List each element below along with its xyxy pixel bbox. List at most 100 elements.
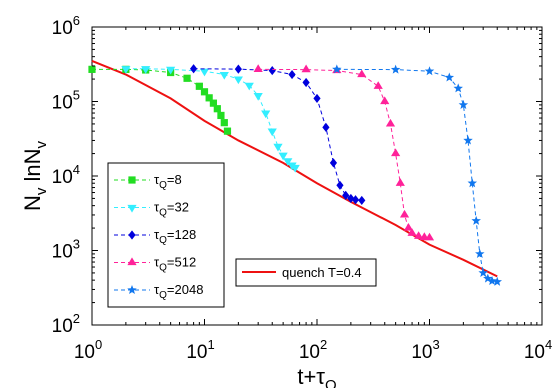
series-0-point <box>205 94 213 102</box>
series-3-point <box>301 64 311 73</box>
legend-marker-3 <box>127 257 137 266</box>
tick-layer: 100 101 102 103 104 102 103 104 105 106 <box>52 13 553 363</box>
legend-marker-4 <box>127 285 137 295</box>
series-2-point <box>336 180 344 190</box>
series-1-point <box>141 66 151 74</box>
series-2-point <box>234 64 242 74</box>
legend-label-5: quench T=0.4 <box>282 265 362 280</box>
series-3-point <box>373 81 383 89</box>
x-tick-label-0: 100 <box>74 337 102 363</box>
series-3-point <box>407 228 417 236</box>
y-tick-label-4: 106 <box>52 13 80 39</box>
legend-marker-0 <box>128 176 136 184</box>
series-2-point <box>351 195 360 205</box>
series-3-point <box>413 231 424 239</box>
x-axis-label: t+τQ <box>297 364 336 388</box>
series-2-point <box>322 122 330 132</box>
series-3-point <box>253 64 263 72</box>
series-1-point <box>199 68 210 77</box>
series-0-point <box>88 65 96 73</box>
series-4-point <box>458 99 469 109</box>
series-0-point <box>217 111 225 120</box>
series-3-point <box>395 178 405 186</box>
y-tick-label-2: 104 <box>52 162 80 188</box>
legend-marker-2 <box>128 230 136 240</box>
series-4-point <box>424 66 435 76</box>
series-3-point <box>424 232 435 241</box>
x-tick-label-2: 102 <box>299 337 327 363</box>
series-3-point <box>403 222 414 231</box>
legend-label-0: τQ=8 <box>154 172 182 191</box>
series-4-point <box>444 72 455 82</box>
x-tick-label-4: 104 <box>524 337 552 363</box>
legend-label-1: τQ=32 <box>154 200 189 219</box>
series-1-point <box>121 66 131 74</box>
legend-label-4: τQ=2048 <box>154 282 203 301</box>
data-layer <box>88 60 502 286</box>
y-tick-label-1: 103 <box>52 237 80 263</box>
series-3-point <box>391 148 401 157</box>
series-5-line <box>91 60 498 278</box>
legend-label-3: τQ=512 <box>154 255 196 274</box>
series-5 <box>91 60 498 278</box>
series-1-point <box>233 76 243 85</box>
x-tick-label-1: 101 <box>186 337 214 363</box>
series-2-point <box>189 64 198 74</box>
series-2-point <box>347 193 355 204</box>
series-4-point <box>475 248 485 258</box>
series-1-point <box>283 158 293 166</box>
series-4-point <box>487 275 497 286</box>
series-0-point <box>213 105 221 113</box>
series-0-point <box>195 82 203 90</box>
series-1-point <box>166 66 176 75</box>
series-4-point <box>471 215 481 225</box>
series-2-point <box>358 195 366 206</box>
series-2 <box>189 64 366 206</box>
y-tick-label-3: 105 <box>52 88 80 114</box>
series-0-point <box>183 74 191 82</box>
series-2-point <box>288 69 296 80</box>
series-2-point <box>342 190 350 200</box>
series-4-point <box>483 273 493 283</box>
series-0-point <box>209 99 218 107</box>
series-0-point <box>220 119 228 127</box>
series-4 <box>332 64 502 286</box>
series-1-point <box>267 128 277 137</box>
series-3-point <box>357 69 367 78</box>
series-1-point <box>219 71 229 80</box>
series-4-point <box>453 83 463 93</box>
series-4-point <box>332 64 342 74</box>
series-3-point <box>399 209 410 218</box>
series-0-point <box>200 88 209 96</box>
series-0-point <box>223 127 232 135</box>
series-1-point <box>244 82 254 91</box>
series-4-point <box>478 267 488 277</box>
y-tick-label-0: 102 <box>52 311 80 337</box>
legend-main-box <box>107 162 225 308</box>
series-1-point <box>278 152 288 161</box>
legend-label-2: τQ=128 <box>154 227 196 246</box>
series-2-point <box>302 77 310 88</box>
series-2-point <box>313 93 321 104</box>
series-4-point <box>463 135 473 145</box>
series-3-point <box>380 96 390 105</box>
series-1 <box>121 66 300 173</box>
x-tick-label-3: 103 <box>411 337 439 363</box>
series-2-point <box>329 158 338 168</box>
series-3-point <box>385 118 396 127</box>
legend-marker-1 <box>127 204 137 213</box>
series-1-point <box>273 143 283 152</box>
series-4-point <box>467 178 478 188</box>
series-1-point <box>253 93 263 101</box>
series-3 <box>253 64 435 241</box>
series-4-point <box>492 276 502 286</box>
legend-quench: quench T=0.4 <box>235 258 377 287</box>
series-1-line <box>125 68 296 168</box>
series-1-point <box>261 110 271 119</box>
series-4-point <box>390 64 401 74</box>
y-axis-label: Nv lnNv <box>20 140 50 211</box>
legend-main: τQ=8 τQ=32 τQ=128 τQ=512 τQ=2048 <box>107 162 225 308</box>
series-1-point <box>290 164 300 173</box>
series-2-point <box>268 65 276 76</box>
